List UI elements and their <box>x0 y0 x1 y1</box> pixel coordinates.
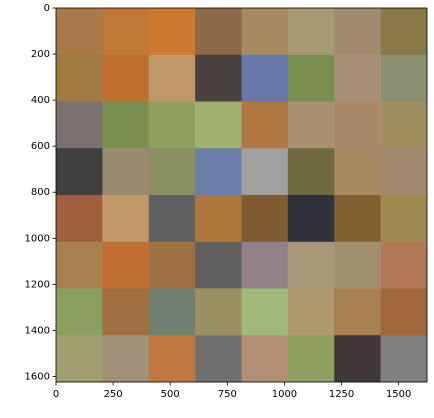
y-tick-label: 800 <box>31 187 50 198</box>
tile <box>148 8 196 56</box>
tile <box>287 335 335 383</box>
x-tick-label: 1000 <box>272 389 297 400</box>
tile <box>195 288 242 336</box>
tile <box>195 335 242 383</box>
x-tick-label: 500 <box>161 389 180 400</box>
tile <box>148 195 196 243</box>
tile <box>334 54 381 102</box>
tile <box>287 241 335 289</box>
y-tick-label: 1200 <box>25 279 50 290</box>
tile <box>380 101 428 149</box>
tile <box>287 288 335 336</box>
tile <box>380 148 428 196</box>
x-tick-label: 750 <box>218 389 237 400</box>
x-tick-label: 250 <box>104 389 123 400</box>
tile <box>334 288 381 336</box>
tile <box>148 335 196 383</box>
tile <box>148 241 196 289</box>
tile <box>102 241 150 289</box>
tile <box>195 54 242 102</box>
tile <box>195 241 242 289</box>
tile <box>102 335 150 383</box>
tile <box>241 148 289 196</box>
tile <box>334 241 381 289</box>
tile <box>334 335 381 383</box>
tile <box>102 54 150 102</box>
y-tick-label: 1600 <box>25 371 50 382</box>
y-tick-label: 600 <box>31 141 50 152</box>
tile <box>56 335 103 383</box>
x-tick-label: 0 <box>53 389 59 400</box>
tile <box>241 335 289 383</box>
tile <box>380 195 428 243</box>
tile <box>287 195 335 243</box>
tile <box>287 8 335 56</box>
tile <box>380 8 428 56</box>
tile <box>287 54 335 102</box>
tile <box>148 101 196 149</box>
tile <box>195 8 242 56</box>
tile <box>102 148 150 196</box>
tile <box>56 241 103 289</box>
tile <box>287 101 335 149</box>
tile <box>56 148 103 196</box>
tile <box>241 8 289 56</box>
tile <box>56 288 103 336</box>
y-tick-label: 200 <box>31 49 50 60</box>
tile <box>380 288 428 336</box>
tile <box>241 241 289 289</box>
tile <box>380 54 428 102</box>
tile <box>148 54 196 102</box>
y-tick-label: 400 <box>31 95 50 106</box>
tile <box>287 148 335 196</box>
tile <box>148 288 196 336</box>
tile <box>334 8 381 56</box>
axes-frame <box>55 7 428 383</box>
tile <box>241 288 289 336</box>
tile <box>102 195 150 243</box>
tile <box>195 148 242 196</box>
tile <box>56 54 103 102</box>
x-tick-label: 1500 <box>386 389 411 400</box>
tile <box>148 148 196 196</box>
tile <box>241 54 289 102</box>
y-tick-label: 0 <box>44 3 50 14</box>
tile <box>241 101 289 149</box>
tile <box>56 195 103 243</box>
x-tick-label: 1250 <box>329 389 354 400</box>
tile <box>334 101 381 149</box>
y-tick-label: 1000 <box>25 233 50 244</box>
tile <box>334 195 381 243</box>
tile <box>380 335 428 383</box>
tile <box>56 8 103 56</box>
tile <box>195 195 242 243</box>
tile <box>102 288 150 336</box>
tile <box>380 241 428 289</box>
tile <box>195 101 242 149</box>
tile <box>334 148 381 196</box>
tile <box>56 101 103 149</box>
tile <box>102 8 150 56</box>
y-tick-label: 1400 <box>25 325 50 336</box>
tile <box>241 195 289 243</box>
tile <box>102 101 150 149</box>
